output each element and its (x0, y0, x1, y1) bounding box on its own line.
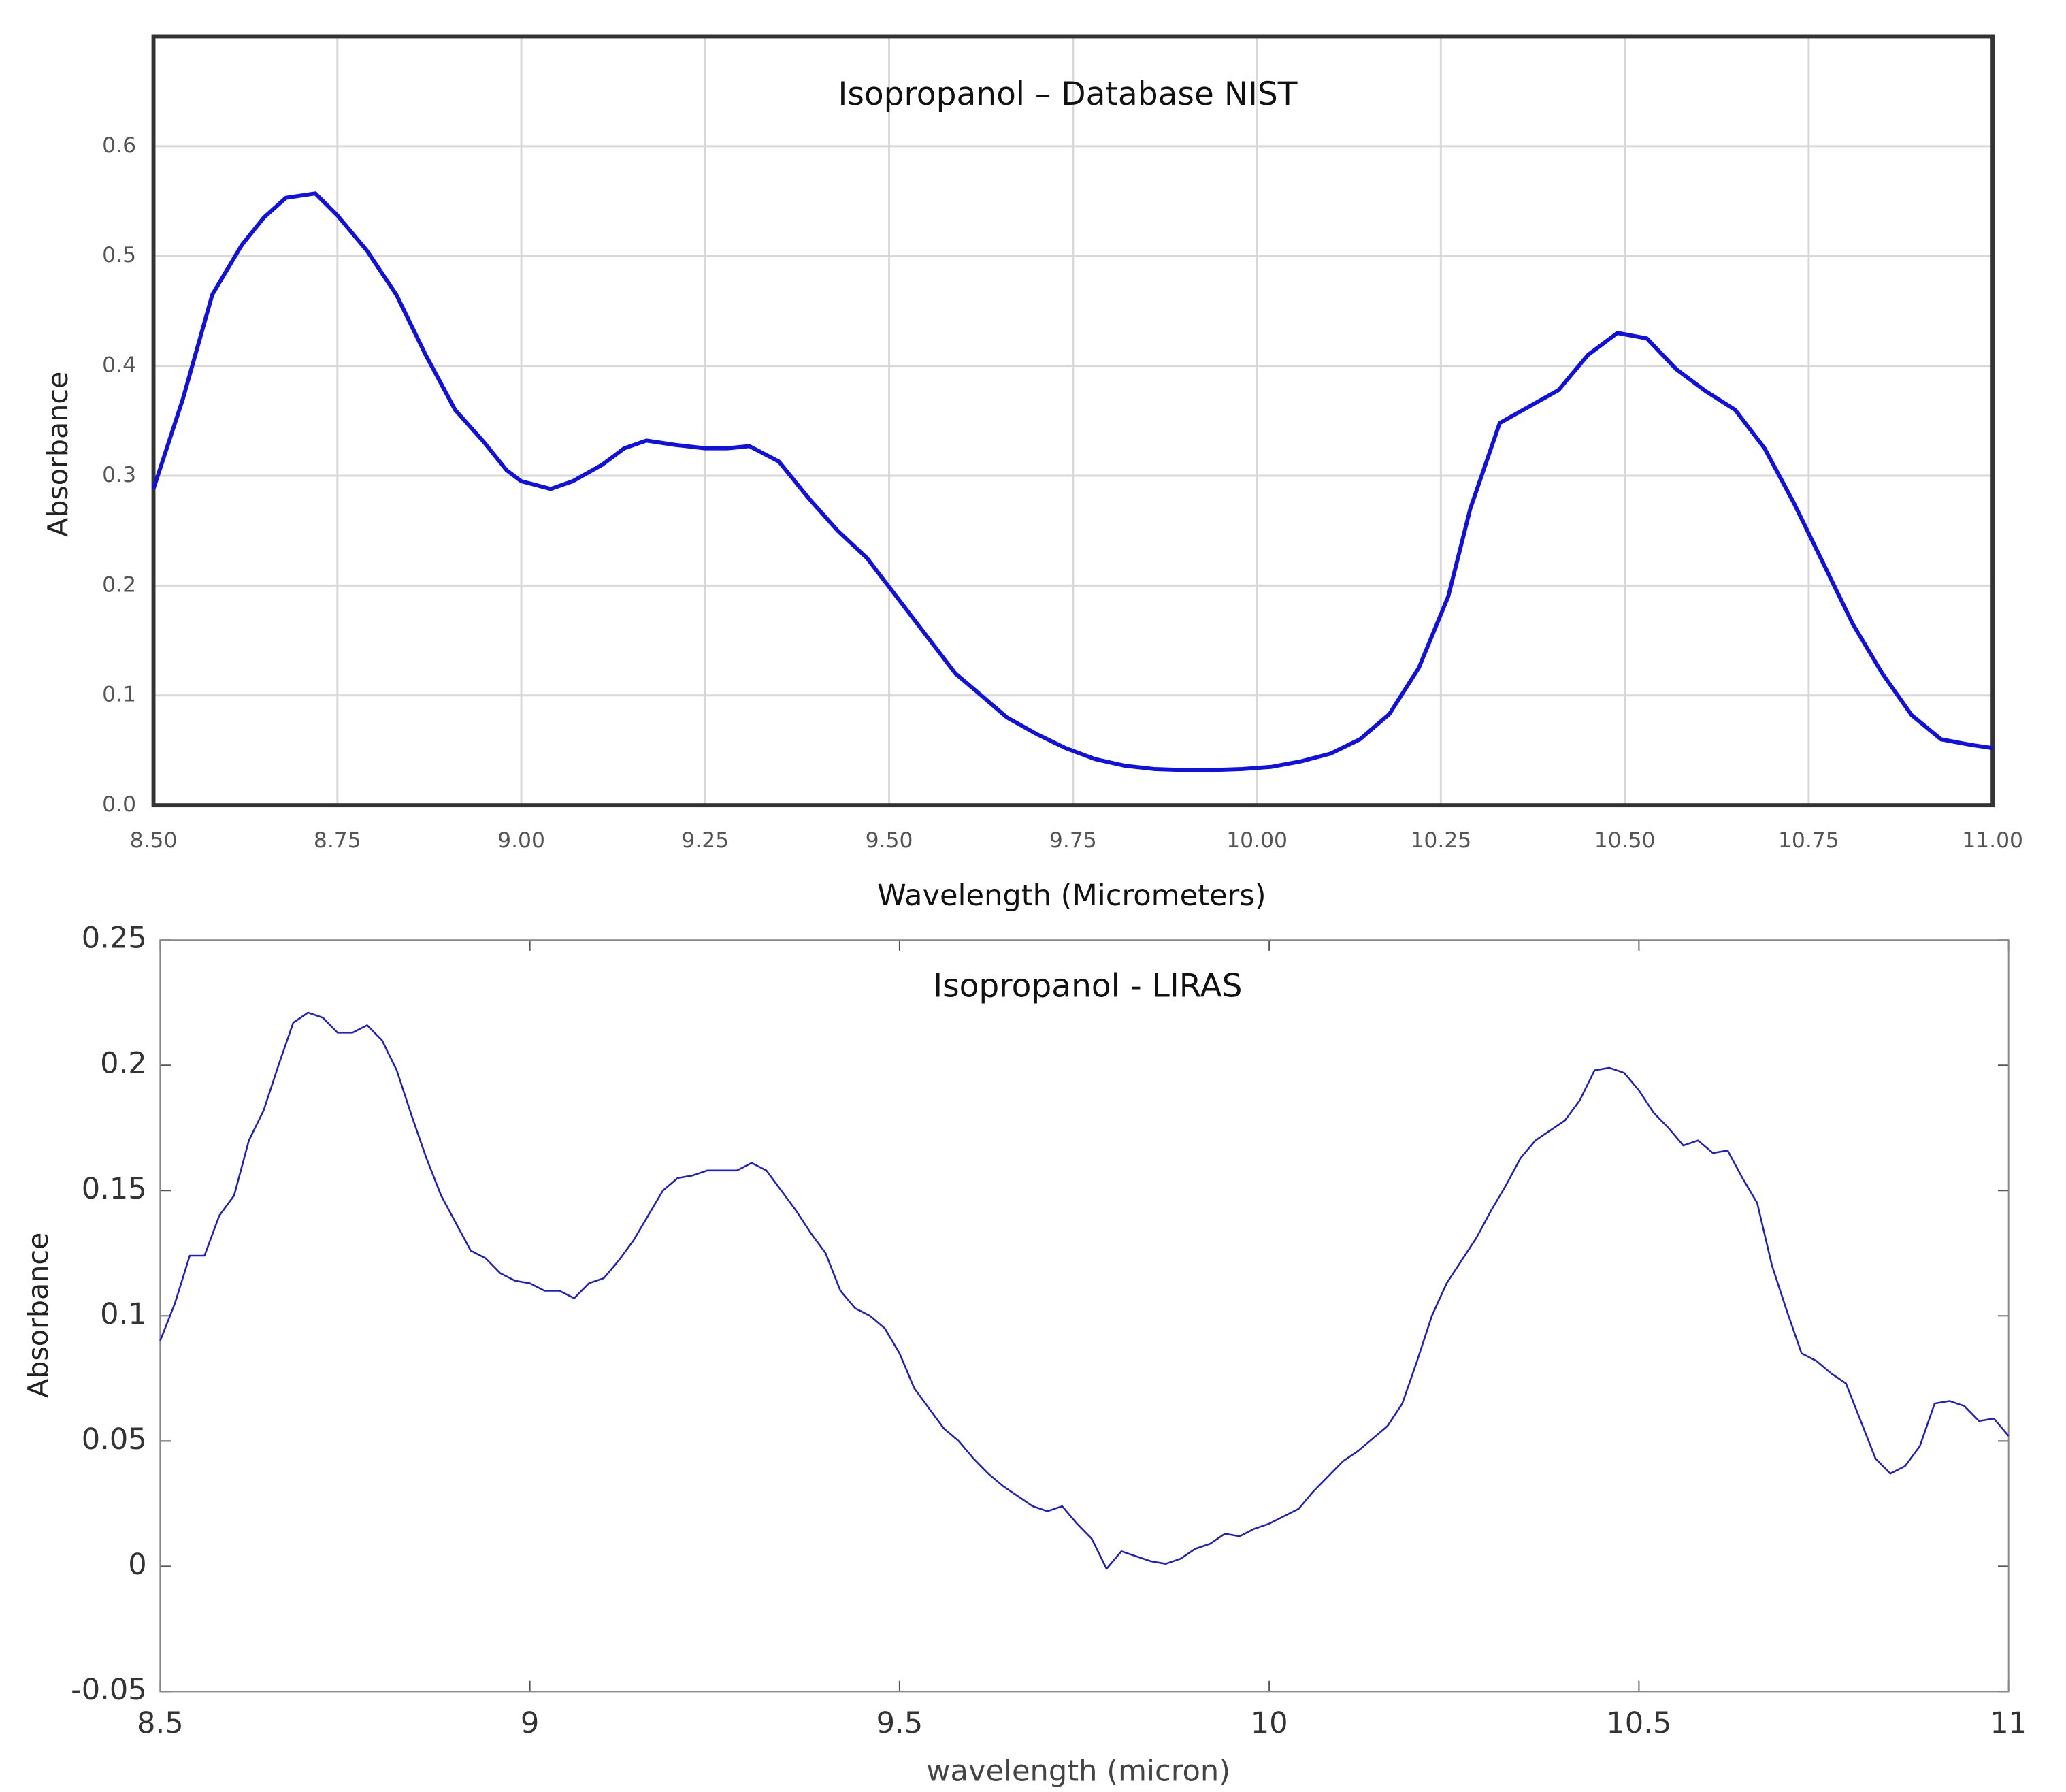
y-tick-label: 0.15 (82, 1172, 147, 1206)
x-tick-label: 10.5 (1606, 1706, 1671, 1740)
y-tick-label: 0.05 (82, 1422, 147, 1456)
y-tick-label: 0.3 (102, 463, 136, 487)
x-tick-label: 9.75 (1049, 828, 1097, 853)
data-line (159, 1011, 2010, 1570)
y-tick-label: 0.25 (82, 922, 147, 956)
data-line (151, 191, 1993, 772)
x-tick-label: 9.50 (866, 828, 913, 853)
x-tick-label: 9.00 (497, 828, 545, 853)
chart-title: Isopropanol – Database NIST (838, 76, 1297, 113)
plot-border (151, 34, 1995, 808)
plot-border (159, 939, 2010, 1693)
x-tick-label: 9.5 (876, 1706, 923, 1740)
y-tick-label: 0.6 (102, 133, 136, 158)
chart-title: Isopropanol - LIRAS (933, 967, 1242, 1005)
x-tick-label: 8.50 (130, 828, 178, 853)
y-axis-label: Absorbance (22, 1233, 54, 1398)
y-tick-label: -0.05 (71, 1673, 147, 1707)
x-tick-label: 9.25 (681, 828, 729, 853)
x-tick-label: 10.00 (1226, 828, 1288, 853)
x-axis-label: Wavelength (Micrometers) (877, 879, 1266, 913)
x-tick-label: 9 (521, 1706, 539, 1740)
y-tick-label: 0.5 (102, 243, 136, 267)
y-tick-label: 0 (128, 1548, 146, 1582)
y-tick-label: 0.1 (102, 683, 136, 707)
x-tick-label: 8.5 (137, 1706, 184, 1740)
y-tick-label: 0.2 (100, 1047, 147, 1081)
x-tick-label: 11.00 (1962, 828, 2023, 853)
y-tick-label: 0.4 (102, 353, 136, 378)
y-tick-label: 0.0 (102, 792, 136, 817)
x-tick-label: 10.75 (1778, 828, 1839, 853)
x-tick-label: 10.50 (1594, 828, 1656, 853)
x-tick-label: 10 (1251, 1706, 1288, 1740)
y-tick-label: 0.1 (100, 1297, 147, 1331)
x-tick-label: 10.25 (1410, 828, 1471, 853)
x-tick-label: 11 (1990, 1706, 2027, 1740)
y-tick-label: 0.2 (102, 572, 136, 597)
y-axis-label: Absorbance (42, 372, 74, 537)
x-axis-label: wavelength (micron) (926, 1755, 1230, 1789)
x-tick-label: 8.75 (314, 828, 361, 853)
